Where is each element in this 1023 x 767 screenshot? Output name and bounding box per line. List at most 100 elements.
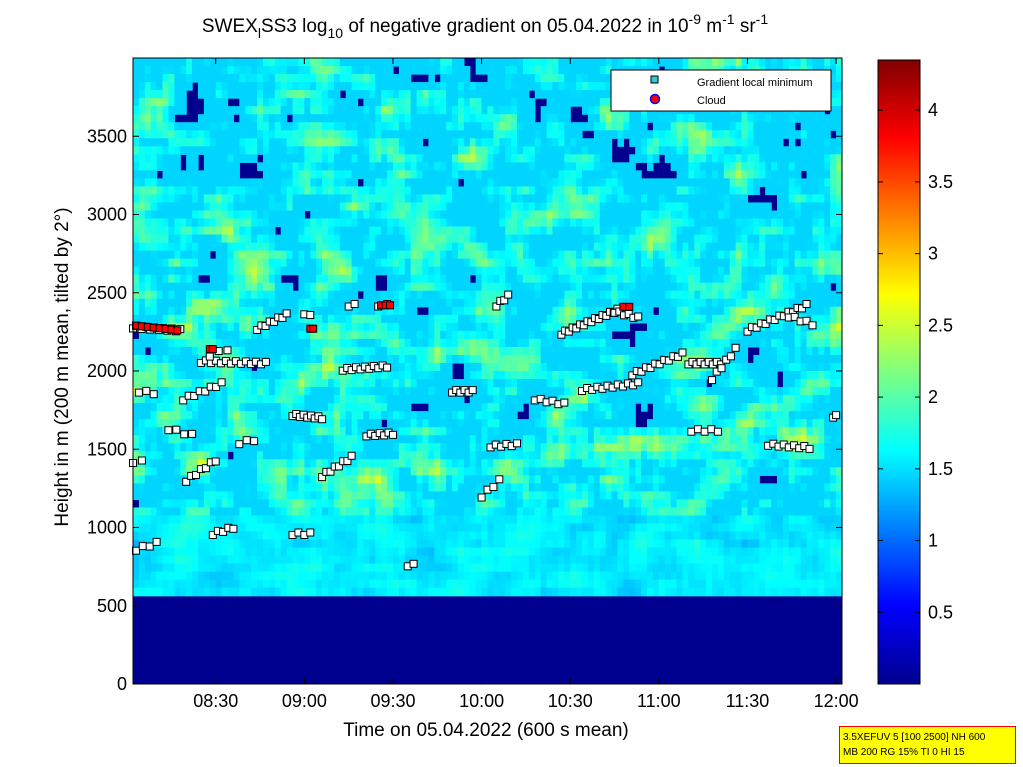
heatmap-cell — [392, 531, 400, 541]
heatmap-cell — [576, 435, 583, 444]
heatmap-cell — [239, 403, 246, 412]
heatmap-cell — [209, 274, 217, 284]
heatmap-cell — [576, 371, 583, 380]
heatmap-cell — [422, 210, 430, 220]
heatmap-cell — [162, 146, 170, 155]
heatmap-cell — [434, 162, 441, 171]
heatmap-cell — [227, 218, 235, 228]
heatmap-cell — [369, 547, 376, 557]
heatmap-cell — [168, 298, 175, 308]
heatmap-cell — [239, 122, 246, 131]
heatmap-cell — [286, 138, 294, 147]
heatmap-cell — [452, 523, 459, 533]
heatmap-cell — [180, 266, 187, 276]
heatmap-cell — [280, 266, 288, 276]
heatmap-cell — [138, 194, 146, 204]
heatmap-cell — [245, 459, 252, 468]
heatmap-cell — [351, 290, 359, 300]
heatmap-cell — [197, 475, 205, 484]
heatmap-cell — [564, 202, 571, 212]
heatmap-cell — [251, 106, 258, 115]
heatmap-cell — [463, 242, 471, 252]
heatmap-cell — [381, 523, 388, 533]
heatmap-cell — [564, 459, 571, 468]
heatmap-cell — [493, 411, 500, 420]
heatmap-cell — [387, 74, 394, 83]
heatmap-cell — [363, 443, 370, 452]
heatmap-cell — [174, 170, 181, 179]
heatmap-cell — [387, 258, 394, 268]
heatmap-cell — [511, 154, 518, 163]
heatmap-cell — [428, 74, 435, 83]
heatmap-cell — [298, 106, 305, 115]
heatmap-cell — [570, 282, 577, 292]
heatmap-cell — [522, 98, 530, 107]
heatmap-cell — [209, 66, 217, 75]
heatmap-cell — [333, 218, 341, 228]
heatmap-cell — [174, 250, 181, 260]
heatmap-cell — [481, 475, 489, 484]
heatmap-cell — [257, 146, 264, 155]
heatmap-cell — [546, 178, 554, 188]
heatmap-cell — [404, 314, 412, 324]
heatmap-cell — [540, 154, 548, 163]
heatmap-cell — [310, 467, 317, 476]
heatmap-cell — [475, 507, 483, 517]
heatmap-cell — [522, 210, 530, 220]
heatmap-cell — [327, 346, 335, 356]
heatmap-cell — [552, 451, 559, 460]
heatmap-cell — [511, 186, 518, 196]
heatmap-cell — [428, 475, 435, 484]
heatmap-cell — [434, 467, 441, 476]
heatmap-cell — [505, 218, 512, 228]
heatmap-cell — [392, 178, 400, 188]
heatmap-cell — [239, 130, 246, 139]
heatmap-cell — [517, 387, 524, 396]
heatmap-cell — [333, 330, 341, 340]
heatmap-cell — [576, 210, 583, 220]
heatmap-cell — [381, 258, 388, 268]
heatmap-cell — [327, 266, 335, 276]
heatmap-cell — [345, 194, 353, 204]
heatmap-cell — [162, 298, 170, 308]
heatmap-cell — [570, 218, 577, 228]
heatmap-cell — [168, 523, 175, 533]
heatmap-cell — [357, 82, 365, 91]
heatmap-cell — [333, 202, 341, 212]
heatmap-cell — [493, 138, 500, 147]
heatmap-cell — [499, 194, 506, 204]
heatmap-cell — [540, 122, 548, 131]
heatmap-cell — [150, 571, 158, 581]
heatmap-cell — [363, 459, 370, 468]
heatmap-cell — [251, 587, 258, 597]
heatmap-cell — [144, 130, 152, 139]
heatmap-cell — [339, 539, 347, 549]
heatmap-cell — [375, 507, 382, 517]
heatmap-cell — [345, 379, 353, 388]
heatmap-cell — [257, 202, 264, 212]
heatmap-cell — [558, 579, 565, 589]
heatmap-cell — [168, 186, 175, 196]
heatmap-cell — [481, 234, 489, 244]
heatmap-cell — [375, 58, 382, 67]
heatmap-cell — [469, 531, 477, 541]
heatmap-cell — [327, 106, 335, 115]
heatmap-cell — [168, 138, 175, 147]
heatmap-cell — [257, 162, 264, 171]
heatmap-cell — [168, 371, 175, 380]
heatmap-cell — [292, 459, 300, 468]
heatmap-cell — [262, 98, 270, 107]
heatmap-cell — [310, 266, 317, 276]
heatmap-cell — [434, 338, 441, 348]
heatmap-cell — [570, 346, 577, 356]
heatmap-cell — [422, 419, 430, 428]
heatmap-cell — [227, 250, 235, 260]
heatmap-cell — [452, 298, 459, 308]
heatmap-cell — [416, 90, 424, 99]
heatmap-cell — [233, 66, 240, 75]
heatmap-cell — [156, 547, 164, 557]
heatmap-cell — [150, 435, 158, 444]
heatmap-cell — [333, 579, 341, 589]
heatmap-cell — [452, 427, 459, 436]
heatmap-cell — [174, 338, 181, 348]
